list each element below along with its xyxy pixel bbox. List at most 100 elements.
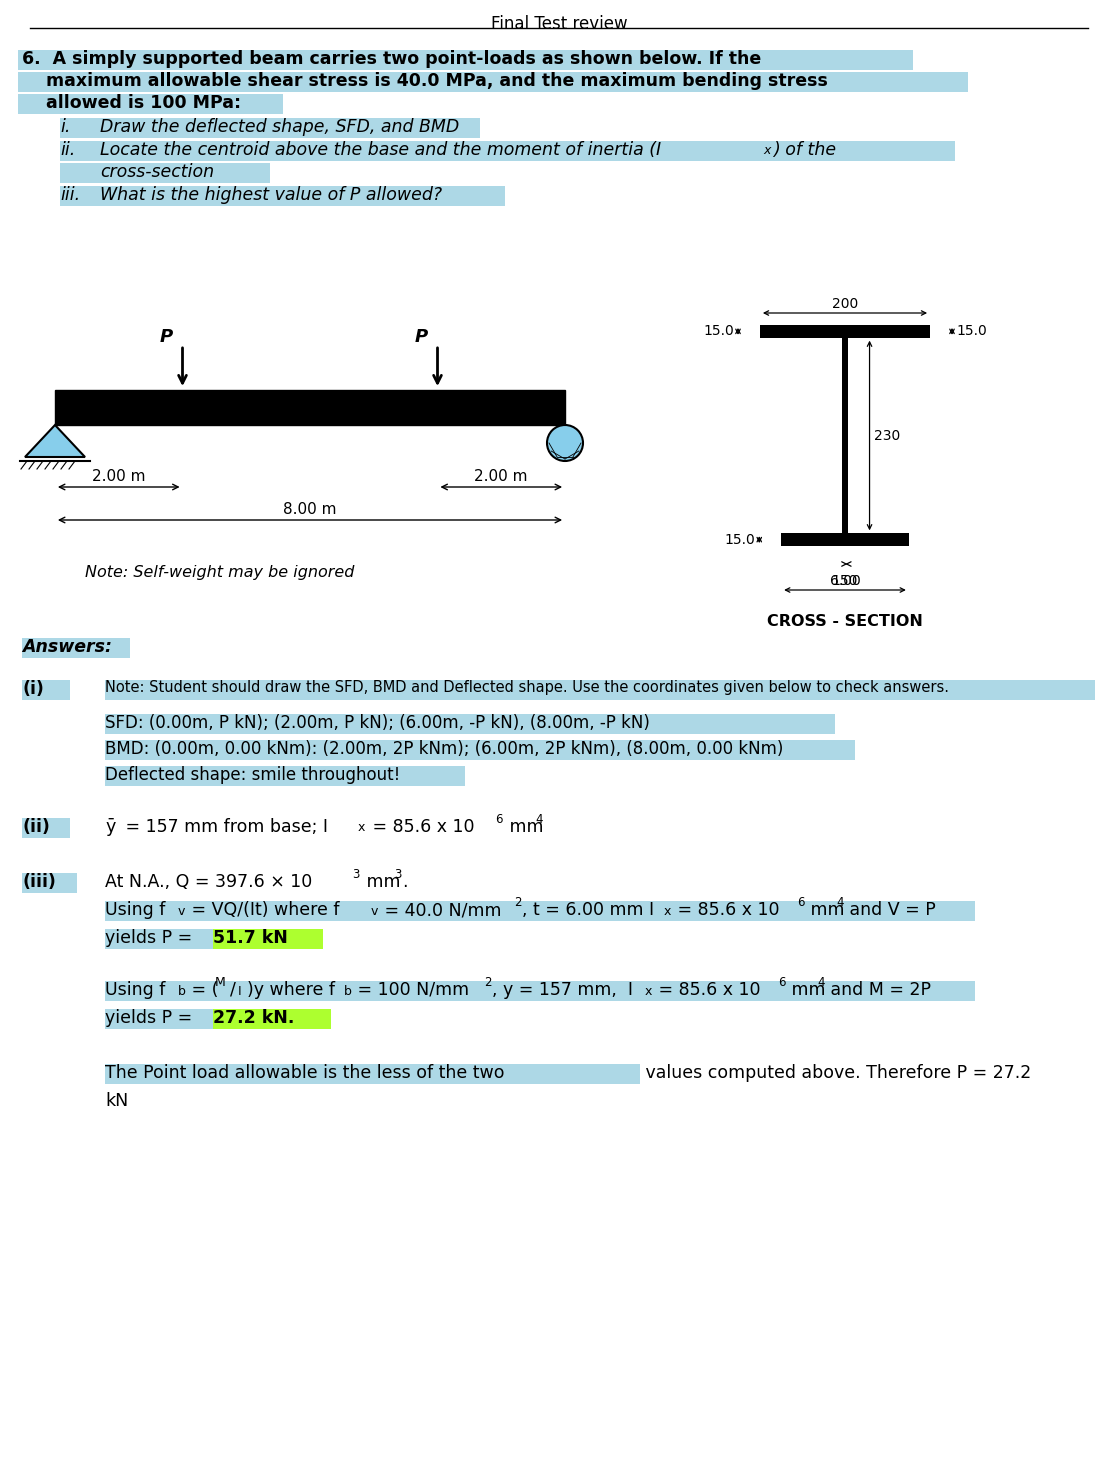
Text: i.: i.	[60, 118, 70, 136]
Text: ȳ: ȳ	[105, 818, 115, 835]
Bar	[105, 679, 1095, 700]
Text: /: /	[230, 981, 236, 999]
Text: mm: mm	[361, 873, 400, 891]
Text: Using f: Using f	[105, 901, 165, 919]
Bar	[105, 981, 975, 1002]
Text: 6.00: 6.00	[830, 574, 861, 588]
Text: 150: 150	[832, 574, 859, 588]
Text: 4: 4	[536, 814, 542, 827]
Text: 2.00 m: 2.00 m	[474, 469, 528, 484]
Text: yields P =: yields P =	[105, 1009, 198, 1026]
Text: x: x	[645, 986, 653, 997]
Bar	[105, 1009, 320, 1029]
Text: Note: Student should draw the SFD, BMD and Deflected shape. Use the coordinates : Note: Student should draw the SFD, BMD a…	[105, 679, 949, 695]
Bar	[22, 679, 70, 700]
Text: 6: 6	[495, 814, 502, 827]
Bar	[105, 901, 975, 921]
Text: b: b	[344, 986, 352, 997]
Text: v: v	[371, 905, 378, 919]
Text: = 100 N/mm: = 100 N/mm	[352, 981, 470, 999]
Text: (ii): (ii)	[22, 818, 50, 835]
Text: Note: Self-weight may be ignored: Note: Self-weight may be ignored	[85, 566, 354, 580]
Text: )y where f: )y where f	[247, 981, 335, 999]
Text: allowed is 100 MPa:: allowed is 100 MPa:	[22, 93, 241, 112]
Text: ii.: ii.	[60, 141, 75, 159]
Text: 27.2 kN.: 27.2 kN.	[214, 1009, 294, 1026]
Text: Using f: Using f	[105, 981, 165, 999]
Bar	[214, 1009, 331, 1029]
Text: v: v	[178, 905, 186, 919]
Text: = 40.0 N/mm: = 40.0 N/mm	[379, 901, 502, 919]
Text: Answers:: Answers:	[22, 639, 112, 656]
Text: and V = P: and V = P	[844, 901, 936, 919]
Text: Final Test review: Final Test review	[491, 15, 627, 34]
Text: 2: 2	[514, 897, 521, 908]
Text: mm: mm	[786, 981, 825, 999]
Text: 15.0: 15.0	[703, 324, 735, 338]
Text: values computed above. Therefore P = 27.2: values computed above. Therefore P = 27.…	[639, 1064, 1031, 1082]
Text: CROSS - SECTION: CROSS - SECTION	[767, 614, 923, 628]
Text: The Point load allowable is the less of the two: The Point load allowable is the less of …	[105, 1064, 504, 1082]
Text: = 85.6 x 10: = 85.6 x 10	[367, 818, 474, 835]
Text: = 85.6 x 10: = 85.6 x 10	[653, 981, 760, 999]
Bar	[105, 1064, 639, 1083]
Text: 6.  A simply supported beam carries two point-loads as shown below. If the: 6. A simply supported beam carries two p…	[22, 50, 761, 69]
Bar	[105, 765, 465, 786]
Text: 6: 6	[797, 897, 805, 908]
Text: 51.7 kN: 51.7 kN	[214, 929, 287, 948]
Text: = VQ/(It) where f: = VQ/(It) where f	[186, 901, 340, 919]
Bar	[60, 163, 271, 184]
Text: ) of the: ) of the	[773, 141, 836, 159]
Text: I: I	[238, 986, 241, 997]
Bar	[760, 325, 930, 338]
Bar	[18, 71, 968, 92]
Text: yields P =: yields P =	[105, 929, 198, 948]
Text: 200: 200	[832, 297, 859, 311]
Circle shape	[547, 424, 582, 461]
Text: 15.0: 15.0	[724, 532, 756, 547]
Text: x: x	[664, 905, 672, 919]
Text: Locate the centroid above the base and the moment of inertia (I: Locate the centroid above the base and t…	[100, 141, 661, 159]
Text: P: P	[159, 328, 172, 346]
Text: P: P	[415, 328, 427, 346]
Text: = 157 mm from base; I: = 157 mm from base; I	[120, 818, 328, 835]
Bar	[105, 714, 835, 733]
Text: 2: 2	[484, 975, 492, 989]
Text: 3: 3	[352, 868, 359, 881]
Text: 2.00 m: 2.00 m	[92, 469, 145, 484]
Text: SFD: (0.00m, P kN); (2.00m, P kN); (6.00m, -P kN), (8.00m, -P kN): SFD: (0.00m, P kN); (2.00m, P kN); (6.00…	[105, 714, 650, 732]
Polygon shape	[25, 424, 85, 456]
Text: iii.: iii.	[60, 187, 80, 204]
Text: , t = 6.00 mm I: , t = 6.00 mm I	[522, 901, 654, 919]
Text: and M = 2P: and M = 2P	[825, 981, 931, 999]
Text: , y = 157 mm,  I: , y = 157 mm, I	[492, 981, 633, 999]
Bar	[22, 873, 77, 892]
Text: x: x	[762, 144, 770, 157]
Bar	[781, 534, 909, 545]
Text: Deflected shape: smile throughout!: Deflected shape: smile throughout!	[105, 765, 400, 784]
Text: = (: = (	[186, 981, 218, 999]
Text: cross-section: cross-section	[100, 163, 215, 181]
Bar	[60, 141, 955, 160]
Text: b: b	[178, 986, 186, 997]
Text: (i): (i)	[22, 679, 44, 698]
Text: 15.0: 15.0	[956, 324, 987, 338]
Text: mm: mm	[504, 818, 543, 835]
Text: Draw the deflected shape, SFD, and BMD: Draw the deflected shape, SFD, and BMD	[100, 118, 459, 136]
Bar	[55, 389, 565, 424]
Text: (iii): (iii)	[22, 873, 56, 891]
Text: = 85.6 x 10: = 85.6 x 10	[672, 901, 779, 919]
Text: 6: 6	[778, 975, 786, 989]
Text: .: .	[402, 873, 407, 891]
Bar	[105, 741, 855, 760]
Text: What is the highest value of P allowed?: What is the highest value of P allowed?	[100, 187, 442, 204]
Text: 4: 4	[817, 975, 824, 989]
Bar	[60, 187, 505, 206]
Text: At N.A., Q = 397.6 × 10: At N.A., Q = 397.6 × 10	[105, 873, 312, 891]
Bar	[105, 929, 320, 949]
Bar	[214, 929, 323, 949]
Bar	[843, 338, 847, 534]
Bar	[18, 50, 913, 70]
Text: 230: 230	[873, 429, 900, 442]
Bar	[18, 93, 283, 114]
